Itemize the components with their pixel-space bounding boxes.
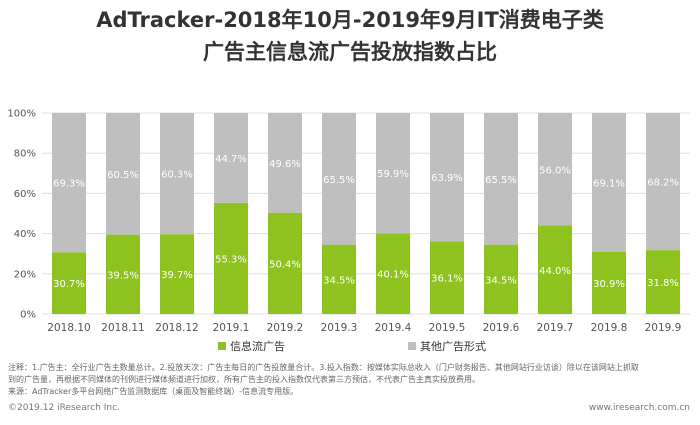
bar-info-flow — [214, 202, 248, 314]
data-label-info-flow: 39.7% — [161, 270, 193, 281]
x-tick-label: 2018.12 — [155, 322, 198, 334]
data-label-info-flow: 50.4% — [269, 259, 301, 270]
copyright-text: ©2019.12 iResearch Inc. — [8, 403, 120, 413]
y-tick-label: 60% — [14, 189, 36, 200]
data-label-other: 44.7% — [215, 154, 247, 165]
data-label-other: 60.5% — [107, 170, 139, 181]
footnote-source: 来源：AdTracker多平台网络广告监测数据库（桌面及智能终端）-信息流专用版… — [8, 387, 299, 396]
chart-title-line2: 广告主信息流广告投放指数占比 — [203, 40, 497, 64]
bar-info-flow — [106, 234, 140, 314]
y-tick-label: 100% — [7, 109, 36, 120]
y-tick-label: 40% — [14, 229, 36, 240]
x-tick-label: 2018.11 — [101, 322, 144, 334]
x-tick-label: 2019.1 — [213, 322, 250, 334]
bar-info-flow — [52, 252, 86, 314]
data-label-other: 69.1% — [593, 178, 625, 189]
bar-info-flow — [646, 250, 680, 314]
data-label-other: 65.5% — [323, 175, 355, 186]
data-label-other: 49.6% — [269, 159, 301, 170]
bar-other — [592, 113, 626, 252]
y-tick-label: 0% — [20, 310, 36, 321]
bar-info-flow — [322, 244, 356, 314]
x-tick-label: 2019.9 — [645, 322, 682, 334]
bar-info-flow — [592, 251, 626, 314]
website-text: www.iresearch.com.cn — [588, 403, 690, 413]
data-label-info-flow: 55.3% — [215, 254, 247, 265]
data-label-info-flow: 30.7% — [53, 279, 85, 290]
data-label-info-flow: 30.9% — [593, 279, 625, 290]
x-tick-label: 2019.3 — [321, 322, 358, 334]
bar-info-flow — [430, 241, 464, 314]
chart-title-line1: AdTracker-2018年10月-2019年9月IT消费电子类 — [96, 8, 604, 32]
bar-other — [322, 113, 356, 245]
bar-info-flow — [268, 212, 302, 314]
data-label-info-flow: 31.8% — [647, 278, 679, 289]
x-tick-label: 2019.4 — [375, 322, 412, 334]
data-label-other: 59.9% — [377, 169, 409, 180]
bar-other — [106, 113, 140, 235]
x-tick-label: 2018.10 — [47, 322, 90, 334]
bar-other — [376, 113, 410, 234]
bar-info-flow — [376, 233, 410, 314]
data-label-other: 65.5% — [485, 175, 517, 186]
x-tick-label: 2019.6 — [483, 322, 520, 334]
x-tick-label: 2019.7 — [537, 322, 574, 334]
bar-other — [160, 113, 194, 235]
legend-swatch — [218, 342, 226, 350]
bar-other — [430, 113, 464, 242]
legend-label: 其他广告形式 — [420, 340, 486, 353]
footnotes: 注释：1.广告主：全行业广告主数量总计。2.投放天次：广告主每日的广告投放量合计… — [8, 362, 692, 398]
legend-label: 信息流广告 — [230, 339, 285, 353]
data-label-info-flow: 44.0% — [539, 266, 571, 277]
bar-other — [538, 113, 572, 226]
bar-info-flow — [538, 225, 572, 314]
data-label-info-flow: 34.5% — [323, 275, 355, 286]
data-label-info-flow: 36.1% — [431, 274, 463, 285]
bar-other — [646, 113, 680, 251]
data-label-info-flow: 34.5% — [485, 275, 517, 286]
data-label-other: 69.3% — [53, 179, 85, 190]
data-label-other: 56.0% — [539, 165, 571, 176]
bar-other — [214, 113, 248, 203]
bar-info-flow — [484, 244, 518, 314]
y-tick-label: 80% — [14, 149, 36, 160]
data-label-other: 63.9% — [431, 173, 463, 184]
data-label-other: 68.2% — [647, 178, 679, 189]
data-label-info-flow: 39.5% — [107, 270, 139, 281]
data-label-info-flow: 40.1% — [377, 270, 409, 281]
bar-info-flow — [160, 234, 194, 314]
footnote-line1: 注释：1.广告主：全行业广告主数量总计。2.投放天次：广告主每日的广告投放量合计… — [8, 363, 639, 372]
y-tick-label: 20% — [14, 269, 36, 280]
x-tick-label: 2019.8 — [591, 322, 628, 334]
bar-other — [484, 113, 518, 245]
x-tick-label: 2019.5 — [429, 322, 466, 334]
x-tick-label: 2019.2 — [267, 322, 304, 334]
bar-other — [52, 113, 86, 253]
data-label-other: 60.3% — [161, 170, 193, 181]
footnote-line2: 到的广告量，再根据不同媒体的刊例进行媒体频道进行加权，所有广告主的投入指数仅代表… — [8, 375, 480, 384]
legend-swatch — [408, 342, 416, 350]
bar-other — [268, 113, 302, 213]
